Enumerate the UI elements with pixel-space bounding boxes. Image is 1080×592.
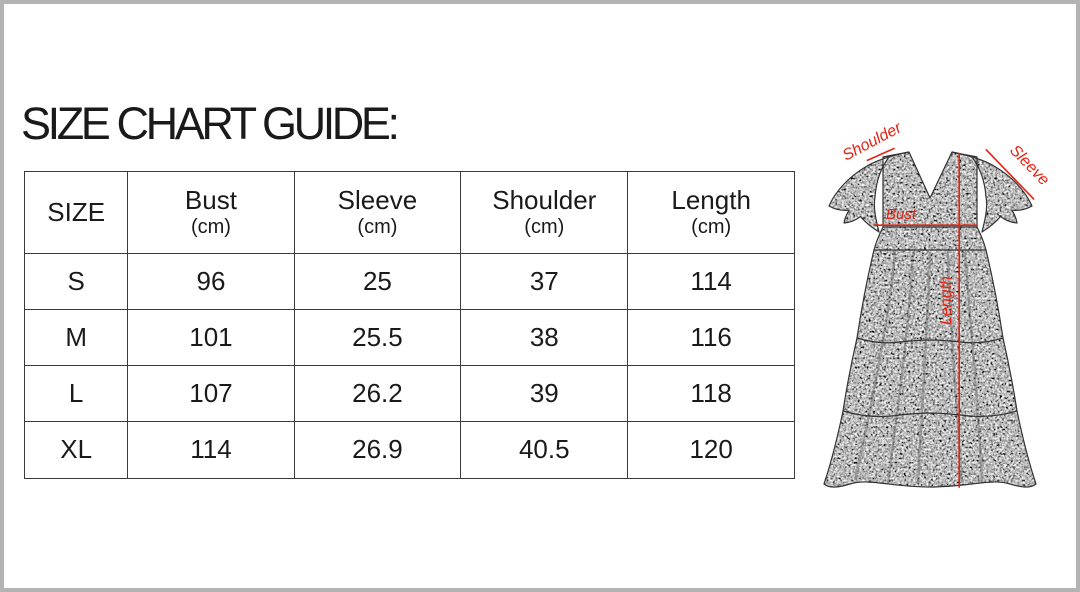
svg-text:Length: Length <box>938 276 955 325</box>
svg-text:Bust: Bust <box>886 206 917 223</box>
